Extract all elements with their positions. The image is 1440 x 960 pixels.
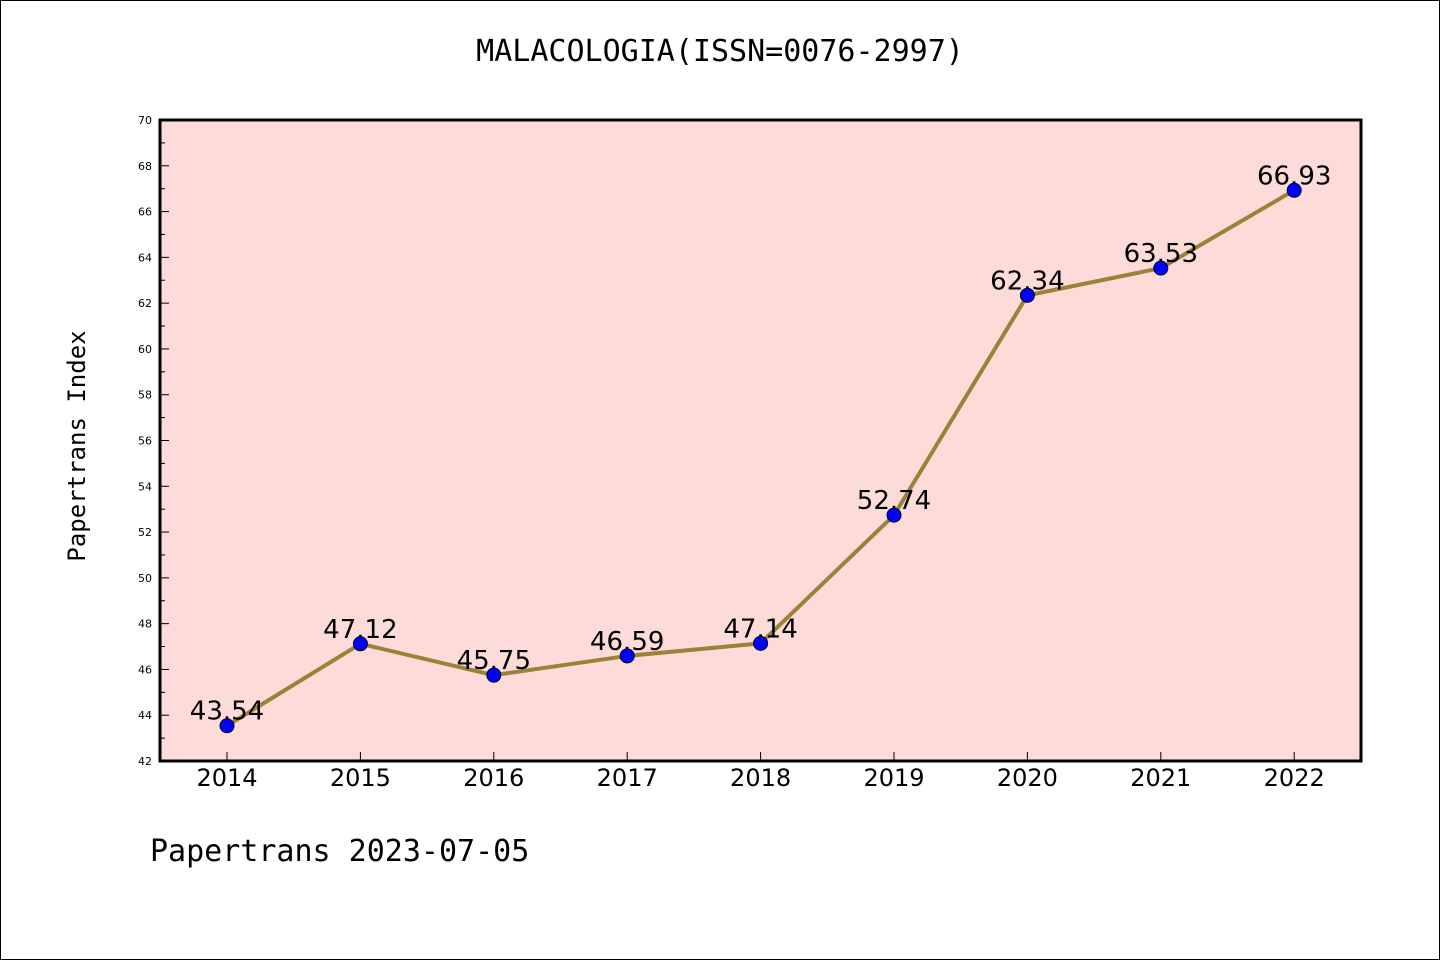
y-tick-label: 42: [138, 755, 152, 768]
chart-title: MALACOLOGIA(ISSN=0076-2997): [476, 34, 964, 69]
y-tick-label: 64: [138, 251, 152, 264]
plot-area: [160, 120, 1361, 761]
y-tick-label: 46: [138, 663, 152, 676]
y-tick-label: 70: [138, 114, 152, 127]
y-tick-label: 48: [138, 618, 152, 631]
data-point: [219, 718, 235, 734]
x-tick-label: 2021: [1130, 764, 1191, 792]
x-tick-label: 2019: [863, 764, 924, 792]
data-point: [486, 667, 502, 683]
x-axis: 2014 2015 2016 2017 2018 2019 2020 2021 2022: [196, 752, 1325, 792]
data-point: [352, 636, 368, 652]
y-tick-label: 50: [138, 572, 152, 585]
data-point: [1286, 182, 1302, 198]
y-axis: 42 44 46 48 50 52 54 56 58 60 62 64 66 68 70: [138, 114, 169, 768]
y-tick-label: 62: [138, 297, 152, 310]
data-point: [619, 648, 635, 664]
y-tick-label: 56: [138, 435, 152, 448]
footer-note: Papertrans 2023-07-05: [150, 834, 530, 869]
x-tick-label: 2020: [997, 764, 1058, 792]
y-tick-label: 44: [138, 709, 152, 722]
y-tick-label: 66: [138, 206, 152, 219]
data-point: [886, 507, 902, 523]
y-tick-label: 54: [138, 480, 152, 493]
x-tick-label: 2014: [196, 764, 257, 792]
x-tick-label: 2018: [730, 764, 791, 792]
y-tick-label: 60: [138, 343, 152, 356]
y-tick-label: 52: [138, 526, 152, 539]
y-tick-label: 68: [138, 160, 152, 173]
data-point: [1019, 287, 1035, 303]
x-tick-label: 2017: [597, 764, 658, 792]
x-tick-label: 2016: [463, 764, 524, 792]
y-tick-label: 58: [138, 389, 152, 402]
x-tick-label: 2022: [1264, 764, 1325, 792]
x-tick-label: 2015: [330, 764, 391, 792]
data-point: [1153, 260, 1169, 276]
plot-border: [158, 118, 1363, 763]
data-point: [753, 635, 769, 651]
